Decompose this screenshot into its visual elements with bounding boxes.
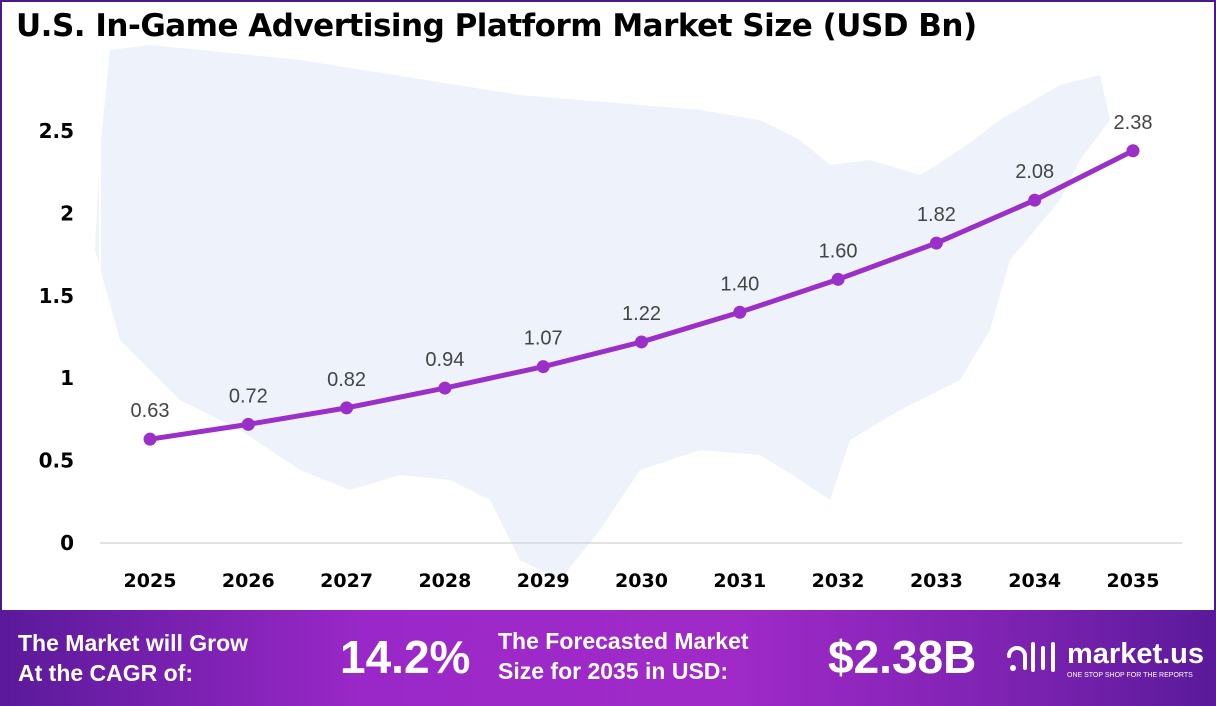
data-label: 1.07 (524, 328, 563, 350)
x-tick-label: 2026 (222, 570, 275, 592)
data-point (340, 401, 354, 415)
brand-name: market.us (1067, 638, 1205, 670)
y-tick-label: 0.5 (39, 449, 74, 473)
data-label: 1.22 (622, 303, 661, 325)
data-label: 2.08 (1015, 161, 1054, 183)
us-map-silhouette (95, 45, 1110, 580)
cagr-label-line1: The Market will Grow (18, 630, 249, 656)
cagr-value: 14.2% (340, 631, 471, 683)
data-label: 1.40 (720, 273, 759, 295)
data-label: 0.63 (131, 400, 170, 422)
summary-banner: The Market will Grow At the CAGR of: 14.… (0, 610, 1216, 706)
y-tick-label: 2 (60, 201, 74, 225)
chart-title: U.S. In-Game Advertising Platform Market… (16, 8, 977, 44)
x-tick-label: 2025 (124, 570, 177, 592)
forecast-label: The Forecasted Market Size for 2035 in U… (498, 626, 749, 686)
cagr-label: The Market will Grow At the CAGR of: (18, 628, 248, 688)
x-tick-label: 2029 (517, 570, 570, 592)
data-label: 1.82 (917, 204, 956, 226)
data-label: 0.82 (327, 369, 366, 391)
x-tick-label: 2035 (1107, 570, 1160, 592)
brand-logo: market.us ONE STOP SHOP FOR THE REPORTS (1005, 634, 1204, 682)
forecast-value: $2.38B (828, 631, 977, 683)
data-point (733, 305, 747, 319)
x-tick-label: 2027 (320, 570, 373, 592)
x-tick-label: 2030 (615, 570, 668, 592)
data-label: 0.72 (229, 385, 268, 407)
data-point (143, 432, 157, 446)
data-label: 0.94 (425, 349, 464, 371)
data-point (536, 360, 550, 374)
data-point (929, 236, 943, 250)
x-tick-label: 2034 (1008, 570, 1061, 592)
data-point (831, 272, 845, 286)
x-tick-label: 2028 (418, 570, 471, 592)
data-point (438, 381, 452, 395)
x-tick-label: 2033 (910, 570, 963, 592)
data-point (241, 417, 255, 431)
data-label: 2.38 (1114, 112, 1153, 134)
data-label: 1.60 (819, 240, 858, 262)
forecast-label-line1: The Forecasted Market (498, 628, 749, 654)
x-tick-label: 2031 (713, 570, 766, 592)
line-chart: 0 0.5 1 1.5 2 2.5 2025 2026 2027 2028 2029 2030 2031… (39, 45, 1182, 592)
cagr-label-line2: At the CAGR of: (18, 660, 194, 686)
y-tick-label: 1 (60, 366, 74, 390)
brand-logo-icon (1007, 642, 1055, 672)
forecast-label-line2: Size for 2035 in USD: (498, 658, 729, 684)
data-point (1028, 193, 1042, 207)
x-tick-label: 2032 (812, 570, 865, 592)
y-tick-label: 2.5 (39, 119, 74, 143)
y-tick-label: 1.5 (39, 284, 74, 308)
y-tick-label: 0 (60, 531, 74, 555)
brand-tagline: ONE STOP SHOP FOR THE REPORTS (1067, 672, 1193, 679)
data-point (1126, 144, 1140, 158)
data-point (635, 335, 648, 349)
